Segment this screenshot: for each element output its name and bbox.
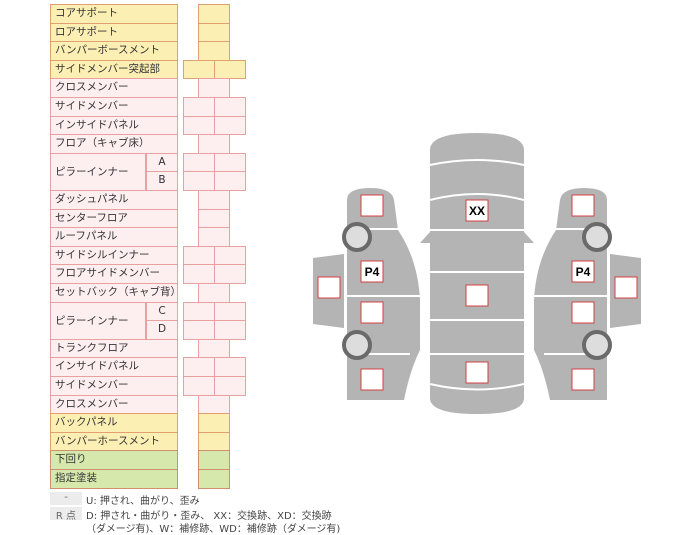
car-left-side [347, 188, 420, 400]
mark-box [360, 194, 384, 217]
row-label: センターフロア [50, 208, 178, 229]
mark-box [465, 284, 489, 307]
front-mark: XX [469, 204, 485, 218]
mark-box [360, 368, 384, 391]
car-top-view [430, 133, 524, 414]
car-right-side [534, 188, 607, 400]
mark-box [465, 361, 489, 384]
row-sublabel: C [146, 301, 178, 322]
mark-box [571, 194, 595, 217]
wheel-icon [582, 330, 612, 360]
legend-tag-r: R 点 [50, 507, 82, 522]
row-label: サイドメンバー突起部 [50, 59, 178, 80]
row-label: バンパーホースメント [50, 431, 178, 452]
row-label: フロアサイドメンバー [50, 264, 178, 284]
wheel-icon [342, 222, 372, 252]
mark-box [571, 260, 595, 283]
mark-box [360, 301, 384, 324]
legend-line-3: （ダメージ有)、W：補修跡、WD：補修跡（ダメージ有) [86, 524, 341, 535]
legend-tag-dash: - [50, 492, 82, 505]
input-cell-right[interactable] [214, 171, 246, 191]
mark-box [317, 276, 341, 299]
row-label: クロスメンバー [50, 394, 178, 415]
input-cell-right[interactable] [214, 320, 246, 340]
row-label: サイドメンバー [50, 97, 178, 117]
row-label: 指定塗装 [50, 469, 178, 489]
row-label: バンパーボースメント [50, 41, 178, 61]
wheel-icon [342, 330, 372, 360]
row-sublabel: A [146, 152, 178, 173]
row-label: ピラーインナー [50, 152, 146, 191]
input-cell[interactable] [198, 469, 230, 489]
input-cell-right[interactable] [214, 115, 246, 136]
left-mark: P4 [365, 265, 380, 279]
mark-box [465, 199, 489, 222]
mark-box [571, 368, 595, 391]
mark-box [614, 276, 638, 299]
input-cell-right[interactable] [214, 264, 246, 284]
wheel-icon [582, 222, 612, 252]
input-cell-right[interactable] [214, 376, 246, 396]
row-label: クロスメンバー [50, 78, 178, 98]
input-cell-right[interactable] [214, 59, 246, 80]
row-label: フロア（キャブ床） [50, 134, 178, 154]
legend-line-1: U: 押され、曲がり、歪み [86, 496, 200, 507]
legend-line-2: D: 押され・曲がり・歪み、 XX：交換跡、XD：交換跡 [86, 511, 332, 522]
right-mark: P4 [576, 265, 591, 279]
row-label: バックパネル [50, 413, 178, 433]
mark-box [571, 301, 595, 324]
row-label: サイドシルインナー [50, 245, 178, 266]
mark-box [360, 260, 384, 283]
row-label: ピラーインナー [50, 301, 146, 340]
row-label: インサイドパネル [50, 115, 178, 136]
